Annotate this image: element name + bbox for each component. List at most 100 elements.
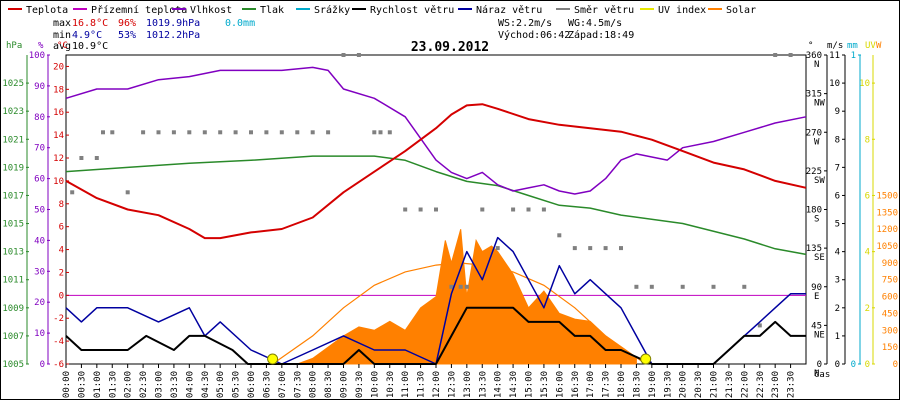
hum-axis-tick-label: 70 — [34, 144, 45, 154]
wind-direction-marker — [434, 207, 438, 212]
x-tick-label: 12:00 — [432, 371, 442, 398]
chart-title: 23.09.2012 — [411, 40, 489, 55]
temp-axis-tick-label: -6 — [53, 360, 64, 370]
axis-unit-dir-deg: ° — [808, 41, 813, 51]
dir-axis-cardinal-label: NW — [814, 99, 825, 109]
x-tick-label: 02:30 — [139, 371, 149, 398]
wind-axis-tick-label: 3 — [835, 276, 840, 286]
solar-axis-tick-label: 600 — [882, 293, 898, 303]
wind-direction-marker — [356, 53, 361, 57]
wind-direction-marker — [110, 130, 115, 135]
wind-direction-marker — [773, 53, 778, 57]
x-tick-label: 10:30 — [386, 371, 396, 398]
dir-axis-cardinal-label: N — [814, 369, 819, 379]
x-tick-label: 03:00 — [155, 371, 165, 398]
press-axis-tick-label: 1009 — [2, 304, 24, 314]
x-tick-label: 11:30 — [417, 371, 427, 398]
series-tlak-line — [65, 155, 807, 256]
stat-sunrise: Východ:06:42 — [498, 29, 570, 41]
wind-axis-tick-label: 0 — [835, 360, 840, 370]
hum-axis-tick-label: 80 — [34, 113, 45, 123]
x-axis-label: čas — [814, 369, 830, 380]
uv-axis-tick-label: 0 — [865, 360, 870, 370]
stat-min-temp: 4.9°C — [72, 30, 102, 41]
temp-axis-tick-label: 16 — [53, 108, 64, 118]
wind-direction-marker — [649, 284, 654, 289]
wind-direction-marker — [557, 233, 562, 238]
sun-curve-line — [272, 262, 647, 365]
solar-axis-tick-label: 750 — [882, 276, 898, 286]
solar-axis-tick-label: 1350 — [876, 208, 898, 218]
wind-direction-marker — [788, 53, 793, 57]
axis-unit-temp: °C — [57, 41, 68, 51]
x-tick-label: 03:30 — [170, 371, 180, 398]
solar-axis-tick-label: 1200 — [876, 225, 898, 235]
wind-direction-marker — [156, 130, 161, 135]
hum-axis-tick-label: 100 — [29, 51, 45, 61]
wind-direction-marker — [310, 130, 315, 135]
dir-axis-tick-label: 90 — [811, 283, 822, 293]
press-axis-tick-label: 1019 — [2, 163, 24, 173]
dir-axis-tick-label: 45 — [811, 321, 822, 331]
legend-label-naraz: Náraz větru — [476, 4, 542, 16]
x-tick-label: 15:00 — [525, 371, 535, 398]
wind-axis-tick-label: 1 — [835, 332, 840, 342]
stat-sunset: Západ:18:49 — [568, 29, 634, 41]
temp-axis-tick-label: 4 — [59, 246, 64, 256]
x-tick-label: 00:30 — [77, 371, 87, 398]
dir-axis-tick-label: 360 — [806, 51, 822, 61]
temp-axis-tick-label: 14 — [53, 131, 64, 141]
wind-direction-marker — [218, 130, 223, 135]
temp-axis-tick-label: 10 — [53, 177, 64, 187]
stat-ws: WS:2.2m/s — [498, 18, 552, 29]
wind-direction-marker — [295, 130, 300, 135]
temp-axis-tick-label: -4 — [53, 337, 64, 347]
x-tick-label: 05:30 — [232, 371, 242, 398]
x-tick-label: 08:00 — [309, 371, 319, 398]
x-tick-label: 10:00 — [370, 371, 380, 398]
stat-max-hum: 96% — [118, 18, 136, 29]
wind-direction-marker — [495, 246, 500, 251]
wind-direction-marker — [458, 284, 463, 289]
wind-direction-marker — [541, 207, 546, 212]
wind-direction-marker — [171, 130, 176, 135]
wind-direction-marker — [572, 246, 577, 251]
wind-direction-marker — [264, 130, 269, 135]
x-tick-label: 13:30 — [478, 371, 488, 398]
press-axis-tick-label: 1015 — [2, 220, 24, 230]
hum-axis-tick-label: 90 — [34, 82, 45, 92]
wind-direction-marker — [187, 130, 192, 135]
wind-axis-tick-label: 11 — [829, 51, 840, 61]
press-axis-tick-label: 1011 — [2, 276, 24, 286]
wind-axis-tick-label: 6 — [835, 191, 840, 201]
dir-axis-tick-label: 225 — [806, 167, 822, 177]
x-tick-label: 06:00 — [247, 371, 257, 398]
wind-direction-marker — [141, 130, 146, 135]
wind-direction-marker — [341, 53, 346, 57]
wind-direction-marker — [464, 284, 469, 289]
legend-label-rychlost: Rychlost větru — [370, 4, 454, 16]
x-tick-label: 01:00 — [93, 371, 103, 398]
temp-axis-tick-label: 6 — [59, 223, 64, 233]
wind-direction-marker — [387, 130, 392, 135]
solar-axis-tick-label: 450 — [882, 309, 898, 319]
solar-axis-tick-label: 1050 — [876, 242, 898, 252]
x-tick-layer: 00:00 00:30 01:00 01:30 02:00 02:30 03:00 03:30… — [62, 364, 797, 398]
temp-axis-tick-label: 8 — [59, 200, 64, 210]
temp-axis-tick-label: 12 — [53, 154, 64, 164]
wind-axis-tick-label: 7 — [835, 163, 840, 173]
stat-max-label: max — [53, 18, 71, 29]
x-tick-label: 07:00 — [278, 371, 288, 398]
axis-unit-solar: W — [876, 41, 882, 51]
series-teplota-line — [65, 103, 807, 240]
wind-direction-marker — [202, 130, 207, 135]
wind-axis-tick-label: 4 — [835, 248, 840, 258]
stat-max-press: 1019.9hPa — [146, 18, 200, 29]
uv-axis-tick-label: 6 — [865, 191, 870, 201]
wind-axis-tick-label: 10 — [829, 79, 840, 89]
legend-label-srazky: Srážky — [314, 4, 350, 16]
dir-axis-cardinal-label: NE — [814, 330, 825, 340]
stat-max-temp: 16.8°C — [72, 18, 108, 29]
x-tick-label: 09:30 — [355, 371, 365, 398]
